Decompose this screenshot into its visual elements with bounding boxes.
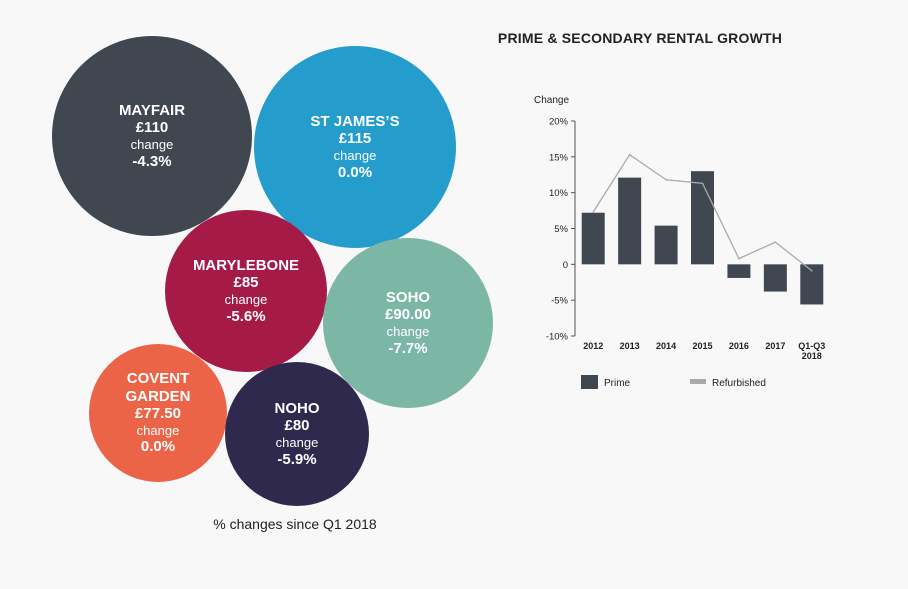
x-tick-label: 2014 (656, 341, 676, 351)
bar-prime (618, 177, 642, 265)
bubble-change: -5.9% (277, 450, 317, 468)
y-tick-label: 10% (549, 188, 569, 199)
bubble-change-label: change (386, 324, 430, 340)
bar-prime (581, 212, 605, 265)
legend-swatch-refurbished (690, 379, 706, 384)
y-tick-label: -10% (546, 332, 569, 343)
x-tick-label: Q1-Q3 (798, 341, 825, 351)
bubble-name: MAYFAIR (118, 101, 186, 119)
bubble-change-label: change (130, 137, 174, 153)
point-refurbished (738, 257, 740, 260)
point-refurbished (665, 178, 667, 181)
chart-title: PRIME & SECONDARY RENTAL GROWTH (497, 30, 783, 46)
bubble-name: NOHO (274, 399, 320, 417)
bubble-price: £115 (338, 130, 372, 148)
y-tick-label: 0 (563, 260, 568, 271)
bubble-change: 0.0% (337, 163, 373, 181)
x-tick-label: 2013 (620, 341, 640, 351)
bubble-name: COVENT GARDEN (125, 369, 191, 405)
y-tick-label: -5% (551, 296, 568, 307)
bubble-price: £80 (284, 417, 310, 435)
bubble-name: MARYLEBONE (192, 256, 300, 274)
bubble-noho: NOHO £80 change -5.9% (225, 362, 369, 506)
bar-prime (691, 171, 714, 265)
bubble-change: -4.3% (132, 152, 172, 170)
bubble-change: -5.6% (226, 307, 266, 325)
x-tick-label: 2015 (692, 341, 712, 351)
legend-label-prime: Prime (604, 378, 631, 389)
bubble-change-label: change (333, 148, 377, 164)
bubble-price: £90.00 (385, 306, 431, 324)
bubble-price: £77.50 (135, 405, 181, 423)
bar-prime (800, 264, 824, 305)
y-tick-label: 5% (554, 224, 568, 235)
y-tick-label: 20% (549, 117, 569, 128)
bar-prime (727, 264, 751, 278)
y-axis-label: Change (534, 95, 569, 106)
legend-swatch-prime (581, 375, 598, 389)
bubble-st-james: ST JAMES’S £115 change 0.0% (254, 46, 456, 248)
bar-prime (763, 264, 787, 292)
bubble-change: -7.7% (388, 339, 428, 357)
bubbles-caption: % changes since Q1 2018 (213, 516, 377, 532)
bubble-price: £110 (135, 119, 169, 137)
x-tick-label: 2012 (583, 341, 603, 351)
x-tick-label: 2016 (729, 341, 749, 351)
bubble-marylebone: MARYLEBONE £85 change -5.6% (165, 210, 327, 372)
x-tick-label: 2017 (765, 341, 785, 351)
bubble-change-label: change (136, 423, 180, 439)
point-refurbished (701, 182, 704, 185)
bar-prime (654, 225, 678, 265)
bubble-change-label: change (275, 435, 319, 451)
legend-label-refurbished: Refurbished (712, 378, 766, 389)
point-refurbished (810, 269, 813, 272)
point-refurbished (774, 241, 777, 243)
bubble-soho: SOHO £90.00 change -7.7% (323, 238, 493, 408)
point-refurbished (592, 211, 595, 213)
bubble-mayfair: MAYFAIR £110 change -4.3% (52, 36, 252, 236)
bubble-change-label: change (224, 292, 268, 308)
bubble-price: £85 (233, 274, 259, 292)
bubble-name: ST JAMES’S (310, 112, 400, 130)
x-tick-label: 2018 (802, 351, 822, 361)
y-tick-label: 15% (549, 152, 569, 163)
bubble-name: SOHO (385, 288, 431, 306)
bubble-change: 0.0% (140, 438, 176, 456)
bubble-covent-garden: COVENT GARDEN £77.50 change 0.0% (89, 344, 227, 482)
point-refurbished (628, 153, 631, 156)
